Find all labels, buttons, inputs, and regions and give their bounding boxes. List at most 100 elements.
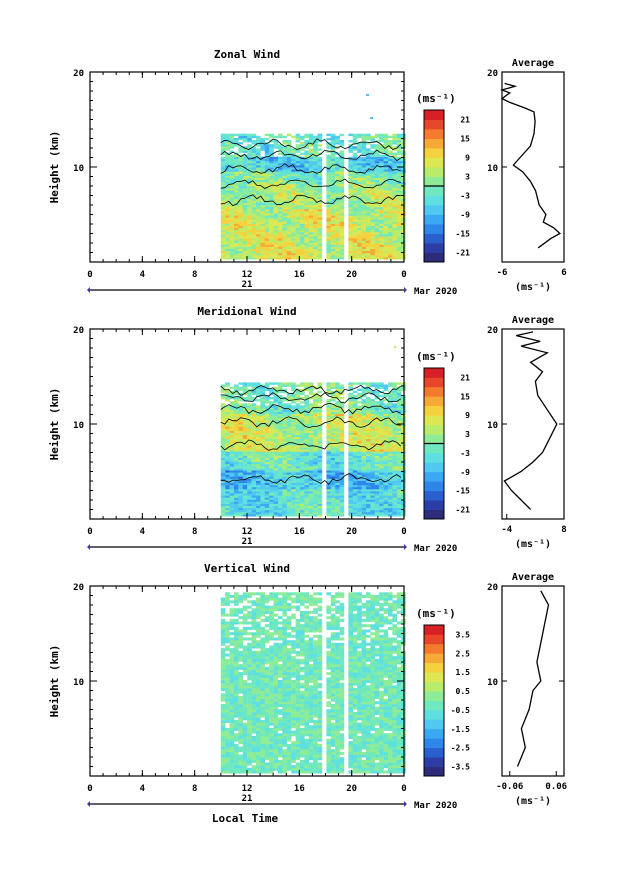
x-tick-label: 8	[192, 270, 197, 280]
colorbar-tick-label: -3	[460, 449, 470, 458]
y-axis: 10 20	[73, 326, 404, 510]
colorbar-unit: (ms⁻¹)	[416, 92, 456, 105]
panel-title: Vertical Wind	[204, 562, 290, 575]
colorbar-tick-label: -9	[460, 211, 470, 220]
profile-x-tick: 8	[561, 525, 566, 535]
y-tick-label: 20	[73, 69, 84, 79]
colorbar: (ms⁻¹) 21 15 9 3 -3 -9 -15 -21	[416, 92, 471, 263]
panel-zonal-wind: Zonal Wind 0 4 8 12 16 20 0 10 20 Height (km) 21 Mar…	[48, 48, 567, 297]
profile-unit: (ms⁻¹)	[515, 539, 551, 550]
colorbar-tick-label: 9	[465, 411, 470, 420]
profile-y-tick: 10	[487, 678, 498, 688]
colorbar-tick-label: 21	[460, 116, 470, 125]
date-day-label: 21	[242, 794, 253, 804]
colorbar-tick-label: 15	[460, 135, 470, 144]
y-tick-label: 20	[73, 326, 84, 336]
y-axis: 10 20	[73, 583, 404, 767]
profile-title: Average	[512, 315, 554, 326]
x-axis: 0 4 8 12 16 20 0	[87, 586, 407, 794]
y-tick-label: 10	[73, 421, 84, 431]
x-tick-label: 16	[294, 270, 305, 280]
profile-x-tick: -4	[501, 525, 512, 535]
colorbar-tick-label: -9	[460, 468, 470, 477]
date-month-label: Mar 2020	[414, 801, 457, 811]
heatmap-cells	[220, 592, 406, 774]
x-tick-label: 4	[140, 527, 146, 537]
profile-line	[503, 331, 558, 510]
date-bar: 21 Mar 2020	[87, 537, 457, 554]
colorbar-tick-label: -3	[460, 192, 470, 201]
colorbar: (ms⁻¹) 21 15 9 3 -3 -9 -15 -21	[416, 350, 470, 520]
x-tick-label: 12	[242, 784, 253, 794]
average-profile: Average 10 20 -4 8 (ms⁻¹)	[487, 315, 567, 550]
date-month-label: Mar 2020	[414, 287, 457, 297]
x-tick-label: 0	[401, 784, 406, 794]
y-tick-label: 10	[73, 678, 84, 688]
x-tick-label: 12	[242, 527, 253, 537]
contour-lines	[220, 138, 402, 207]
profile-x-tick: -0.06	[496, 782, 523, 792]
colorbar-tick-label: 3.5	[456, 630, 471, 639]
x-axis-title: Local Time	[212, 812, 279, 825]
date-month-label: Mar 2020	[414, 544, 457, 554]
y-axis-title: Height (km)	[48, 131, 61, 204]
profile-line	[516, 590, 550, 767]
heatmap-cells	[220, 346, 406, 517]
colorbar-tick-label: -1.5	[451, 725, 470, 734]
colorbar-tick-label: -0.5	[451, 706, 470, 715]
colorbar-tick-label: 9	[465, 154, 470, 163]
panel-meridional-wind: Meridional Wind 0 4 8 12 16 20 0 10 20 Height (km)…	[48, 305, 567, 554]
x-tick-label: 0	[87, 270, 92, 280]
colorbar-tick-label: 21	[460, 373, 470, 382]
x-tick-label: 0	[87, 784, 92, 794]
panel-title: Meridional Wind	[197, 305, 296, 318]
x-tick-label: 4	[140, 784, 146, 794]
profile-line	[499, 82, 562, 249]
x-tick-label: 20	[346, 270, 357, 280]
x-axis: 0 4 8 12 16 20 0	[87, 329, 407, 537]
x-tick-label: 4	[140, 270, 146, 280]
average-profile: Average 10 20 -6 6 (ms⁻¹)	[487, 58, 567, 293]
colorbar-tick-label: 0.5	[456, 687, 471, 696]
y-axis: 10 20	[73, 69, 404, 253]
profile-y-tick: 20	[487, 326, 498, 336]
colorbar-tick-label: -3.5	[451, 763, 470, 772]
average-profile: Average 10 20 -0.06 0.06 (ms⁻¹)	[487, 572, 567, 807]
profile-title: Average	[512, 572, 554, 583]
profile-unit: (ms⁻¹)	[515, 282, 551, 293]
profile-unit: (ms⁻¹)	[515, 796, 551, 807]
panel-vertical-wind: Vertical Wind 0 4 8 12 16 20 0 10 20 Height (km) 21…	[48, 562, 567, 811]
colorbar-unit: (ms⁻¹)	[416, 607, 456, 620]
colorbar-tick-label: 3	[465, 430, 470, 439]
contour-lines	[220, 384, 402, 485]
date-day-label: 21	[242, 280, 253, 290]
panel-title: Zonal Wind	[214, 48, 280, 61]
colorbar-unit: (ms⁻¹)	[416, 350, 456, 363]
x-tick-label: 20	[346, 784, 357, 794]
x-tick-label: 0	[87, 527, 92, 537]
profile-x-tick: -6	[497, 268, 508, 278]
x-tick-label: 8	[192, 784, 197, 794]
y-axis-title: Height (km)	[48, 388, 61, 461]
colorbar-tick-label: 15	[460, 392, 470, 401]
date-bar: 21 Mar 2020	[87, 794, 457, 811]
colorbar-tick-label: 1.5	[456, 668, 471, 677]
profile-x-tick: 6	[561, 268, 566, 278]
profile-y-tick: 20	[487, 583, 498, 593]
colorbar-tick-label: 2.5	[456, 649, 471, 658]
profile-title: Average	[512, 58, 554, 69]
colorbar-tick-label: -15	[456, 230, 471, 239]
profile-y-tick: 10	[487, 164, 498, 174]
x-tick-label: 0	[401, 527, 406, 537]
x-tick-label: 16	[294, 784, 305, 794]
x-tick-label: 0	[401, 270, 406, 280]
colorbar-tick-label: -21	[456, 249, 471, 258]
y-tick-label: 10	[73, 164, 84, 174]
heatmap-cells	[220, 94, 406, 260]
profile-y-tick: 20	[487, 69, 498, 79]
date-bar: 21 Mar 2020	[87, 280, 457, 297]
x-tick-label: 16	[294, 527, 305, 537]
y-tick-label: 20	[73, 583, 84, 593]
x-tick-label: 12	[242, 270, 253, 280]
